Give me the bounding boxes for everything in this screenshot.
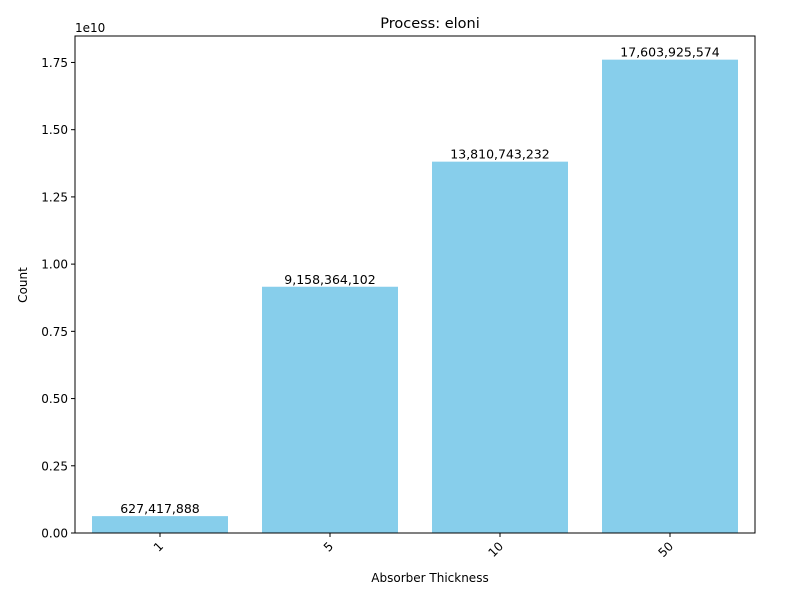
y-tick-label: 1.00 — [41, 258, 68, 272]
bar-value-label: 13,810,743,232 — [450, 147, 549, 162]
bars-layer — [92, 59, 738, 534]
bar-value-label: 9,158,364,102 — [284, 272, 375, 287]
value-labels-layer: 627,417,888 9,158,364,102 13,810,743,232 17… — [120, 45, 720, 516]
y-axis-label: Count — [16, 267, 30, 303]
chart-title: Process: eloni — [380, 16, 480, 32]
y-tick-label: 1.50 — [41, 123, 68, 137]
y-tick-label: 0.50 — [41, 392, 68, 406]
y-offset-label: 1e10 — [75, 21, 105, 35]
y-tick-label: 1.25 — [41, 190, 68, 204]
bar-1 — [92, 516, 228, 533]
y-tick-label: 0.00 — [41, 527, 68, 541]
y-tick-label: 0.75 — [41, 325, 68, 339]
y-tick-label: 0.25 — [41, 459, 68, 473]
x-axis-label: Absorber Thickness — [371, 571, 488, 585]
bar-value-label: 17,603,925,574 — [620, 45, 719, 60]
bar-10 — [432, 161, 568, 533]
plot-area-frame — [74, 35, 756, 534]
bar-value-label: 627,417,888 — [120, 501, 200, 516]
bar-5 — [262, 286, 398, 533]
y-axis-ticks: 0.00 0.25 0.50 0.75 1.00 1.25 1.50 1.75 — [41, 56, 75, 541]
y-tick-label: 1.75 — [41, 56, 68, 70]
bar-50 — [602, 59, 738, 534]
